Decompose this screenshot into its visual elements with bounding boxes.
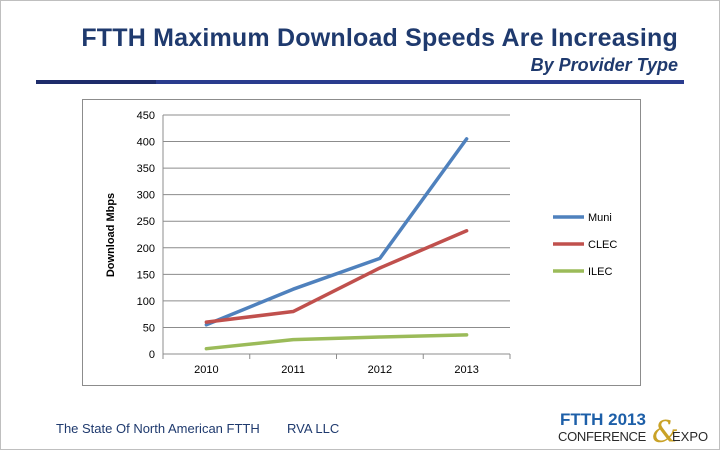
y-tick-label: 50	[143, 322, 155, 334]
series-line-ilec	[204, 333, 469, 351]
x-tick-label: 2012	[368, 364, 392, 376]
footer-title: The State Of North American FTTH	[56, 421, 260, 436]
y-tick-label: 300	[137, 190, 155, 202]
logo-line3: EXPO	[672, 429, 709, 444]
slide-subtitle: By Provider Type	[530, 55, 678, 75]
y-axis-label: Download Mbps	[105, 193, 117, 277]
y-tick-label: 400	[137, 137, 155, 149]
chart-container: 0 50 100 150 200 250 300 350 400 450 2010 2011 2012 2…	[82, 99, 641, 386]
logo-line1: FTTH 2013	[560, 410, 646, 429]
y-tick-label: 250	[137, 216, 155, 228]
series-line-muni	[204, 137, 469, 327]
logo-ampersand: &	[652, 415, 679, 450]
y-tick-label: 0	[149, 349, 155, 361]
legend-layer: Muni CLEC ILEC	[553, 212, 617, 278]
legend-label-clec: CLEC	[588, 239, 617, 251]
footer-company: RVA LLC	[287, 421, 340, 436]
x-tick-label: 2010	[194, 364, 218, 376]
x-tick-label: 2011	[281, 364, 305, 376]
conference-logo: FTTH 2013 CONFERENCE & EXPO	[556, 410, 709, 450]
legend-label-ilec: ILEC	[588, 266, 613, 278]
slide-title: FTTH Maximum Download Speeds Are Increas…	[81, 24, 678, 52]
line-chart: 0 50 100 150 200 250 300 350 400 450 2010 2011 2012 2…	[105, 110, 617, 376]
y-tick-label: 100	[137, 296, 155, 308]
x-tick-label: 2013	[454, 364, 478, 376]
series-line-clec	[204, 229, 469, 324]
title-divider	[36, 80, 684, 84]
y-tick-label: 350	[137, 163, 155, 175]
series-layer	[204, 137, 469, 351]
legend-label-muni: Muni	[588, 212, 612, 224]
y-tick-label: 200	[137, 243, 155, 255]
logo-line2: CONFERENCE	[558, 429, 647, 444]
title-divider-accent	[36, 80, 156, 84]
y-tick-label: 450	[137, 110, 155, 122]
axis-layer: 0 50 100 150 200 250 300 350 400 450 2010 2011 2012 2…	[137, 110, 511, 376]
y-tick-label: 150	[137, 269, 155, 281]
